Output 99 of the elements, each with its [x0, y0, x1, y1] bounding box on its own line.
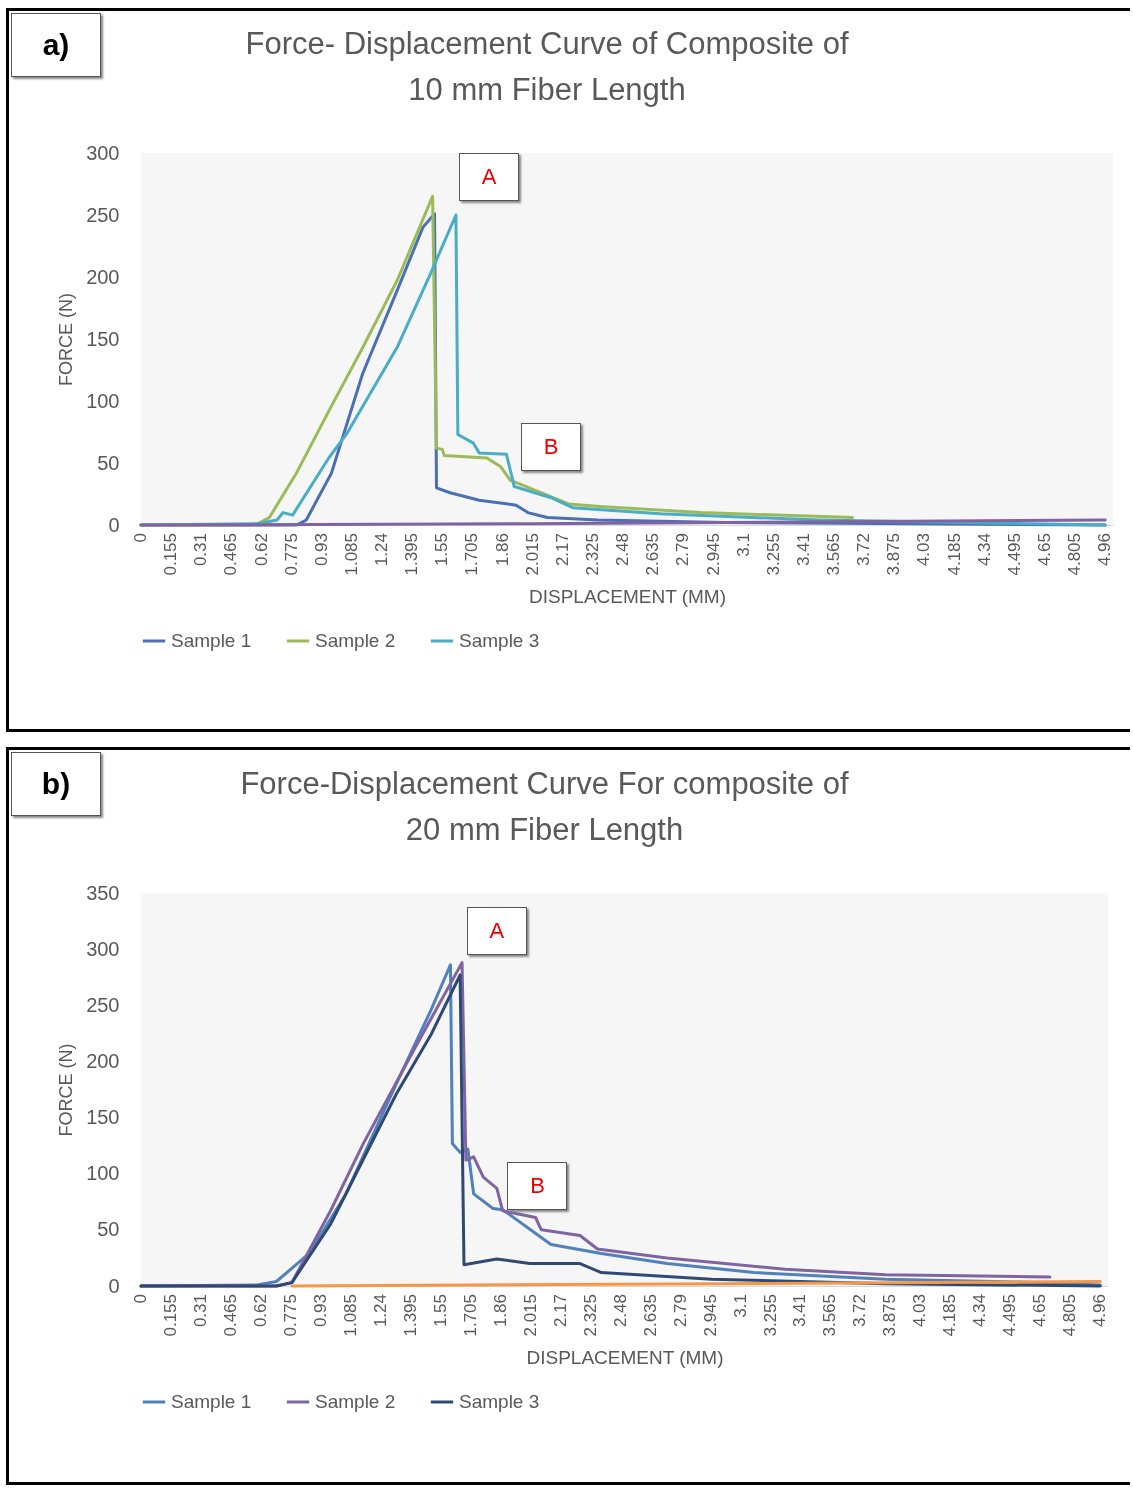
- y-tick-label: 100: [86, 389, 120, 412]
- x-tick-label: 2.015: [520, 1294, 540, 1337]
- y-tick-label: 0: [108, 1274, 120, 1297]
- x-tick-label: 2.635: [640, 1294, 660, 1337]
- x-tick-label: 2.79: [670, 1294, 690, 1328]
- label-box: B: [521, 422, 582, 471]
- x-tick-label: 0: [131, 1294, 150, 1304]
- y-tick-label: 200: [86, 265, 120, 288]
- x-tick-label: 1.395: [402, 533, 422, 576]
- y-tick-label: 200: [86, 1049, 120, 1072]
- x-tick-label: 4.34: [970, 1294, 990, 1328]
- x-tick-label: 0.775: [280, 1294, 300, 1337]
- label-box: A: [458, 152, 519, 201]
- legend-label: Sample 1: [171, 630, 252, 651]
- x-tick-label: 3.1: [733, 533, 753, 557]
- x-tick-label: 4.185: [944, 533, 964, 576]
- x-tick-label: 4.96: [1090, 1294, 1110, 1328]
- label-box: A: [466, 907, 527, 956]
- x-tick-label: 0.93: [311, 533, 331, 567]
- x-tick-label: 0.31: [191, 533, 211, 567]
- x-tick-label: 4.495: [1004, 533, 1024, 576]
- x-tick-label: 4.03: [914, 533, 934, 567]
- x-tick-label: 3.875: [884, 533, 904, 576]
- x-axis-title: DISPLACEMENT (MM): [528, 585, 727, 607]
- y-tick-label: 350: [86, 881, 120, 904]
- x-tick-label: 2.17: [552, 533, 572, 567]
- x-tick-label: 2.325: [582, 533, 602, 576]
- x-tick-label: 0.465: [221, 533, 241, 576]
- x-tick-label: 4.34: [974, 533, 994, 567]
- x-tick-label: 1.86: [490, 1294, 510, 1328]
- x-tick-label: 1.395: [400, 1294, 420, 1337]
- y-tick-label: 150: [86, 1106, 120, 1129]
- y-axis-title: FORCE (N): [56, 293, 77, 386]
- x-tick-label: 1.705: [460, 1294, 480, 1337]
- x-tick-label: 2.945: [703, 533, 723, 576]
- x-tick-label: 0.155: [161, 533, 181, 576]
- x-tick-label: 3.255: [760, 1294, 780, 1337]
- label-box: b): [11, 752, 101, 816]
- legend-label: Sample 1: [171, 1391, 252, 1412]
- x-tick-label: 3.565: [820, 1294, 840, 1337]
- x-tick-label: 3.72: [850, 1294, 870, 1328]
- y-tick-label: 150: [86, 327, 120, 350]
- y-tick-label: 300: [86, 937, 120, 960]
- chart-title: Force- Displacement Curve of Composite of 10 mm Fiber Length: [245, 26, 849, 107]
- chart-title: Force-Displacement Curve For composite of 20 mm Fiber Length: [240, 766, 849, 847]
- x-tick-label: 1.55: [430, 1294, 450, 1328]
- y-tick-label: 250: [86, 993, 120, 1016]
- x-tick-label: 1.24: [372, 533, 392, 567]
- legend-label: Sample 3: [459, 630, 540, 651]
- x-tick-label: 1.55: [432, 533, 452, 567]
- label-box: B: [507, 1162, 568, 1211]
- x-tick-label: 4.96: [1095, 533, 1115, 567]
- x-tick-label: 2.635: [643, 533, 663, 576]
- x-tick-label: 1.24: [370, 1294, 390, 1328]
- y-tick-label: 0: [108, 513, 120, 536]
- x-tick-label: 1.085: [341, 533, 361, 576]
- x-tick-label: 0.62: [251, 533, 271, 567]
- legend-label: Sample 2: [315, 630, 396, 651]
- x-tick-label: 2.48: [610, 1294, 630, 1328]
- x-tick-label: 3.1: [730, 1294, 750, 1318]
- x-tick-label: 1.86: [492, 533, 512, 567]
- x-tick-label: 2.325: [580, 1294, 600, 1337]
- x-tick-label: 4.65: [1030, 1294, 1050, 1328]
- x-tick-label: 2.015: [522, 533, 542, 576]
- x-tick-label: 3.72: [854, 533, 874, 567]
- x-tick-label: 4.805: [1065, 533, 1085, 576]
- x-tick-label: 2.48: [613, 533, 633, 567]
- x-tick-label: 0.62: [250, 1294, 270, 1328]
- x-tick-label: 1.085: [340, 1294, 360, 1337]
- y-tick-label: 300: [86, 141, 120, 164]
- x-tick-label: 0.775: [281, 533, 301, 576]
- x-tick-label: 3.41: [793, 533, 813, 567]
- x-tick-label: 0.155: [160, 1294, 180, 1337]
- x-tick-label: 0.93: [310, 1294, 330, 1328]
- x-tick-label: 2.945: [700, 1294, 720, 1337]
- y-tick-label: 50: [97, 451, 120, 474]
- x-tick-label: 2.79: [673, 533, 693, 567]
- y-tick-label: 250: [86, 203, 120, 226]
- x-tick-label: 4.805: [1060, 1294, 1080, 1337]
- legend-label: Sample 3: [459, 1391, 540, 1412]
- x-tick-label: 2.17: [550, 1294, 570, 1328]
- x-tick-label: 0.465: [220, 1294, 240, 1337]
- x-tick-label: 0: [131, 533, 150, 543]
- x-tick-label: 4.495: [1000, 1294, 1020, 1337]
- x-tick-label: 3.875: [880, 1294, 900, 1337]
- legend-label: Sample 2: [315, 1391, 396, 1412]
- x-tick-label: 4.03: [910, 1294, 930, 1328]
- x-tick-label: 3.565: [824, 533, 844, 576]
- label-box: a): [11, 13, 101, 77]
- x-tick-label: 3.255: [763, 533, 783, 576]
- x-tick-label: 4.65: [1034, 533, 1054, 567]
- y-axis-title: FORCE (N): [56, 1043, 77, 1137]
- y-tick-label: 100: [86, 1162, 120, 1185]
- x-tick-label: 1.705: [462, 533, 482, 576]
- x-tick-label: 3.41: [790, 1294, 810, 1328]
- x-tick-label: 0.31: [190, 1294, 210, 1328]
- x-tick-label: 4.185: [940, 1294, 960, 1337]
- x-axis-title: DISPLACEMENT (MM): [526, 1346, 724, 1368]
- y-tick-label: 50: [97, 1218, 120, 1241]
